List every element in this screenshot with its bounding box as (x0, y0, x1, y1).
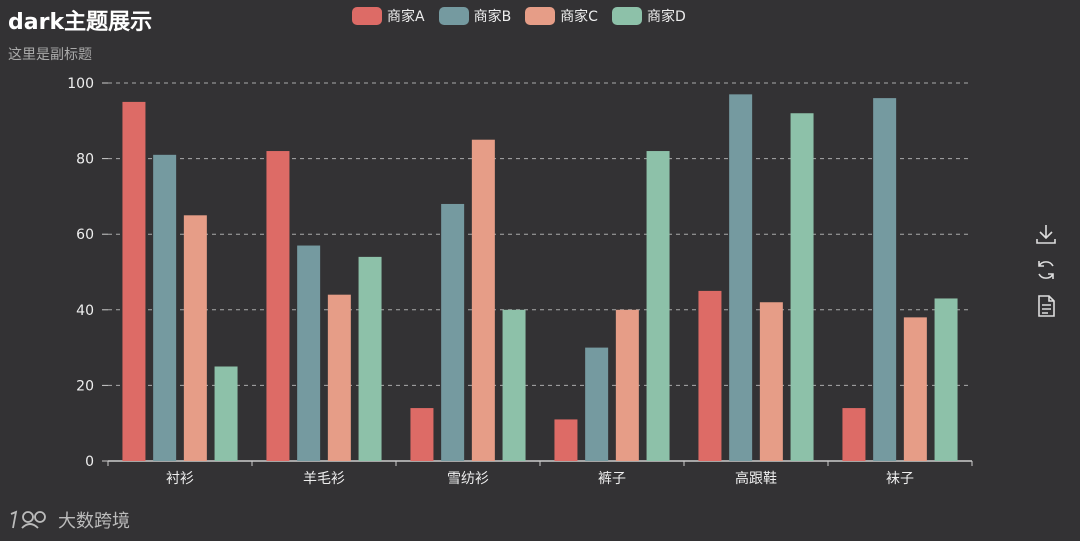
legend-swatch (611, 7, 642, 25)
x-tick-label: 袜子 (886, 471, 914, 487)
legend-swatch (352, 7, 382, 25)
bar (729, 94, 753, 461)
legend-item[interactable]: 商家D (611, 6, 686, 26)
legend-item[interactable]: 商家C (525, 6, 598, 26)
bar (873, 98, 897, 462)
bar (646, 151, 670, 462)
y-tick-label: 60 (76, 227, 94, 243)
chart-subtitle: 这里是副标题 (8, 47, 92, 63)
watermark: 大数跨境 (8, 507, 130, 533)
bar (410, 408, 434, 461)
legend-item[interactable]: 商家A (352, 6, 425, 26)
x-tick-label: 衬衫 (166, 471, 194, 487)
bar (759, 302, 783, 461)
bar (615, 309, 639, 461)
bar (903, 317, 927, 461)
x-tick-label: 雪纺衫 (447, 471, 489, 487)
bar (327, 294, 351, 461)
legend: 商家A 商家B 商家C 商家D (352, 6, 686, 26)
legend-item[interactable]: 商家B (438, 6, 512, 26)
data-view-icon[interactable] (1034, 294, 1058, 318)
watermark-text: 大数跨境 (58, 511, 130, 532)
bar (122, 101, 146, 462)
brand-logo-icon (10, 510, 46, 529)
bar (153, 154, 177, 461)
bar (214, 366, 238, 461)
x-tick-label: 高跟鞋 (735, 470, 777, 487)
y-tick-label: 40 (76, 303, 94, 319)
chart-title: dark主题展示 (8, 10, 153, 35)
legend-label: 商家C (560, 9, 598, 25)
refresh-icon[interactable] (1034, 258, 1058, 282)
bar (297, 245, 321, 461)
bar (934, 298, 958, 461)
y-tick-label: 20 (76, 378, 94, 394)
toolbox (1034, 222, 1058, 318)
legend-label: 商家B (473, 9, 512, 25)
x-tick-label: 裤子 (598, 471, 626, 487)
bar (502, 309, 526, 461)
legend-swatch (525, 7, 556, 25)
x-tick-label: 羊毛衫 (303, 471, 345, 487)
y-tick-label: 100 (67, 76, 94, 92)
download-icon[interactable] (1034, 222, 1058, 246)
bar (266, 151, 290, 462)
y-tick-label: 0 (85, 454, 94, 470)
bar (471, 139, 495, 461)
y-tick-label: 80 (76, 152, 94, 168)
legend-label: 商家D (646, 9, 686, 25)
legend-swatch (438, 7, 469, 25)
bar (790, 113, 814, 462)
bar (698, 290, 722, 461)
bar (441, 203, 465, 461)
bar (585, 347, 609, 461)
bar (358, 256, 382, 461)
bar (554, 419, 578, 461)
bar (842, 408, 866, 461)
legend-label: 商家A (387, 9, 425, 25)
bar (183, 215, 207, 461)
